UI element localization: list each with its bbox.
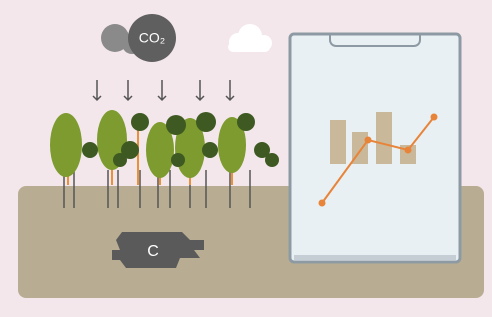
clipboard bbox=[290, 34, 460, 262]
trees-part bbox=[50, 113, 82, 177]
clipboard-part bbox=[294, 255, 456, 260]
trees-part-part bbox=[171, 153, 185, 167]
clipboard-part-part bbox=[376, 112, 392, 164]
trees-part-part bbox=[237, 113, 255, 131]
trees-part-part bbox=[166, 115, 186, 135]
clipboard-part bbox=[290, 34, 460, 262]
carbon-label: C bbox=[147, 243, 159, 260]
trees-part-part bbox=[131, 113, 149, 131]
body: CO₂ bbox=[0, 0, 492, 317]
clipboard-part-part bbox=[365, 137, 372, 144]
co2-label: CO₂ bbox=[139, 30, 165, 46]
trees-part-part bbox=[202, 142, 218, 158]
illustration: CO₂ bbox=[0, 0, 492, 317]
clipboard-part-part bbox=[431, 114, 438, 121]
trees-part-part bbox=[82, 142, 98, 158]
page: {"labels": {"co2": "CO₂", "carbon": "C"}… bbox=[0, 0, 492, 317]
clipboard-part-part bbox=[319, 200, 326, 207]
clipboard-part-part bbox=[405, 147, 412, 154]
trees-part-part bbox=[265, 153, 279, 167]
trees-part-part bbox=[113, 153, 127, 167]
white-cloud-part bbox=[228, 42, 270, 52]
trees-part-part bbox=[196, 112, 216, 132]
clipboard-part-part bbox=[330, 120, 346, 164]
